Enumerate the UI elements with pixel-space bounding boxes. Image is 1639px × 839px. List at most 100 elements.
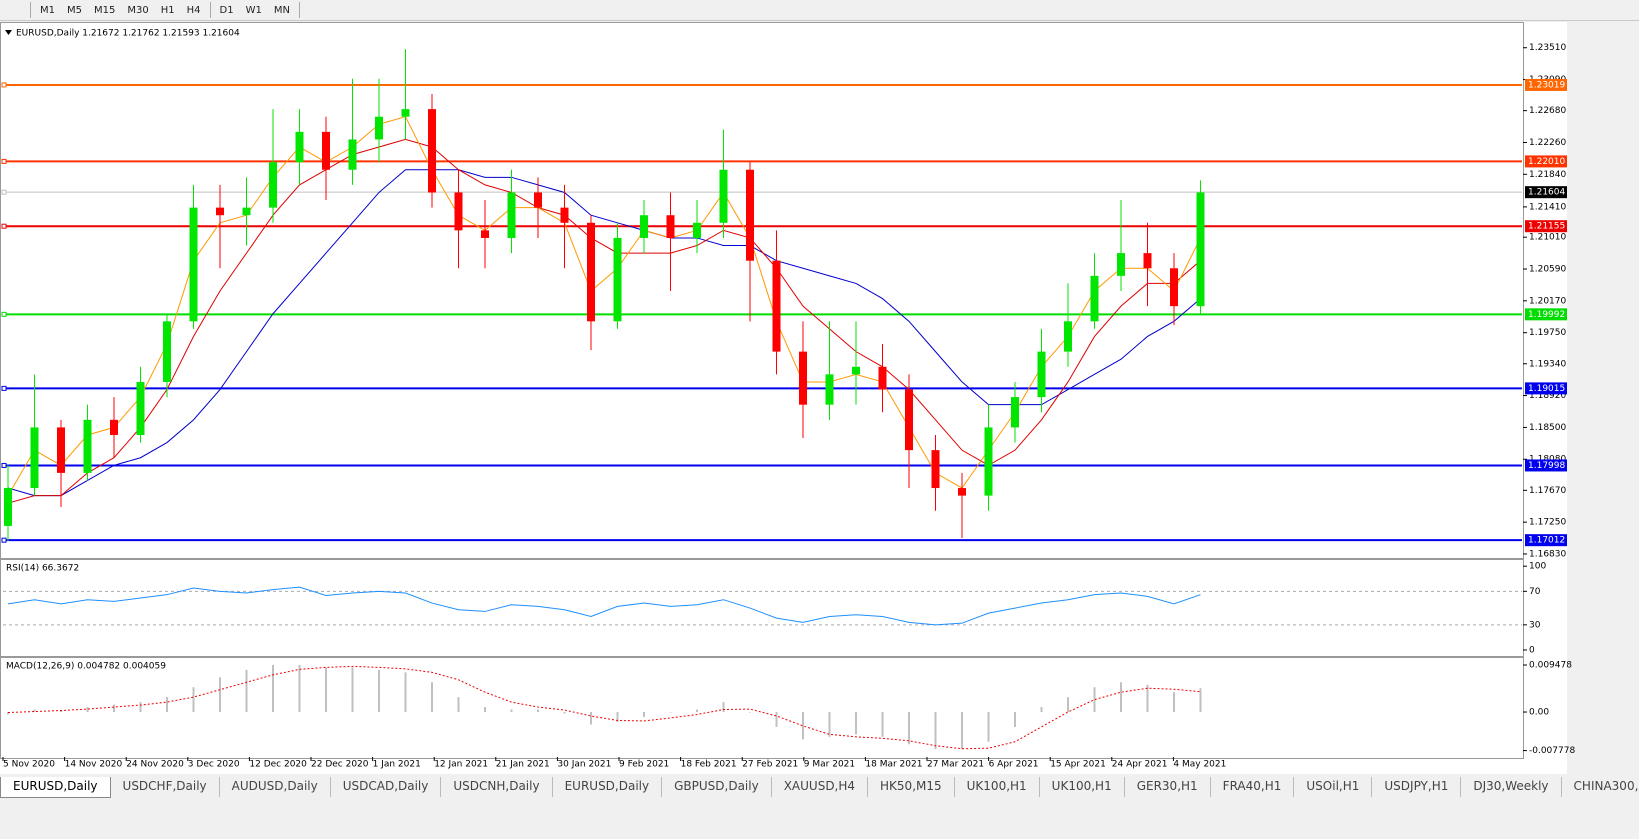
chart-tab[interactable]: FRA40,H1 (1211, 777, 1295, 797)
candle-body (216, 207, 224, 216)
timeframe-button[interactable]: M1 (40, 4, 55, 16)
x-tick-label: 24 Apr 2021 (1112, 760, 1168, 770)
macd-histogram-bar (908, 712, 910, 745)
toolbar: M1 M5 M15 M30 H1 H4 D1 W1 MN (0, 0, 1639, 21)
candle-body (454, 192, 463, 231)
macd-histogram-bar (1040, 707, 1043, 713)
timeframe-button[interactable]: M5 (67, 4, 82, 16)
x-tick-label: 1 Jan 2021 (373, 760, 421, 770)
level-label: 1.22010 (1528, 157, 1565, 167)
macd-histogram-bar (643, 712, 645, 717)
candle-body (163, 321, 171, 382)
y-tick-label: 1.22680 (1529, 106, 1566, 116)
chart-tab[interactable]: USDCNH,Daily (441, 777, 553, 797)
macd-histogram-bar (139, 702, 142, 713)
candle-body (375, 116, 383, 140)
chart-tab[interactable]: GER30,H1 (1125, 777, 1211, 797)
chart-tab[interactable]: USDJPY,H1 (1372, 777, 1462, 797)
candle-body (719, 169, 728, 223)
candle-body (825, 374, 834, 405)
chart-tab[interactable]: USOil,H1 (1294, 777, 1373, 797)
candle-body (772, 260, 781, 352)
level-label: 1.19992 (1528, 310, 1565, 320)
timeframe-button[interactable]: M15 (94, 4, 116, 16)
timeframe-button[interactable]: W1 (245, 4, 262, 16)
macd-histogram-bar (404, 672, 407, 713)
level-label-box (1525, 308, 1567, 321)
chart: 1.235101.230901.226801.222601.218401.214… (0, 22, 1575, 774)
separator (298, 2, 300, 18)
y-tick-label: 100 (1529, 562, 1546, 572)
macd-histogram-bar (1014, 712, 1016, 727)
candle-body (295, 131, 304, 163)
x-tick-label: 15 Apr 2021 (1050, 760, 1106, 770)
separator (209, 2, 211, 18)
candle-body (984, 427, 993, 496)
timeframe-button[interactable]: H1 (160, 4, 175, 16)
level-label-box (1525, 186, 1567, 199)
macd-histogram-bar (166, 697, 168, 713)
macd-histogram-bar (537, 709, 539, 713)
macd-histogram-bar (828, 712, 831, 737)
y-tick-label: 1.21010 (1529, 233, 1566, 243)
x-tick-label: 14 Nov 2020 (65, 760, 123, 770)
y-tick-label: 30 (1529, 620, 1541, 630)
timeframe-button[interactable]: D1 (219, 4, 234, 16)
level-handle (1, 189, 7, 195)
candle-body (401, 109, 410, 117)
candle-body (613, 237, 622, 322)
chart-tab[interactable]: USDCHF,Daily (111, 777, 220, 797)
x-tick-label: 3 Dec 2020 (188, 760, 240, 770)
x-tick-label: 9 Feb 2021 (619, 760, 669, 770)
timeframe-button[interactable]: M30 (127, 4, 149, 16)
macd-histogram-bar (7, 712, 9, 715)
panel-frame (0, 559, 1524, 657)
candle-body (799, 351, 807, 405)
macd-histogram-bar (987, 712, 990, 742)
chart-tab[interactable]: UK100,H1 (1040, 777, 1125, 797)
chart-tab[interactable]: GBPUSD,Daily (662, 777, 772, 797)
macd-histogram-bar (245, 669, 248, 713)
chart-tab[interactable]: HK50,M15 (868, 777, 955, 797)
moving-average-line (7, 138, 1201, 504)
candle-body (189, 207, 198, 322)
chart-tab[interactable]: USDCAD,Daily (331, 777, 442, 797)
y-tick-label: 1.16830 (1529, 549, 1566, 559)
panel-title: RSI(14) 66.3672 (6, 564, 79, 574)
x-tick-label: 24 Nov 2020 (126, 760, 184, 770)
x-tick-label: 27 Mar 2021 (927, 760, 984, 770)
chart-tab[interactable]: XAUUSD,H4 (772, 777, 869, 797)
macd-histogram-bar (1199, 688, 1202, 713)
y-tick-label: -0.007778 (1529, 746, 1575, 756)
level-label-box (1525, 78, 1567, 91)
chart-tab[interactable]: EURUSD,Daily (0, 777, 111, 798)
level-label-box (1525, 220, 1567, 233)
collapse-icon (5, 30, 12, 35)
chart-tab[interactable]: AUDUSD,Daily (220, 777, 331, 797)
y-tick-label: 0.009478 (1529, 661, 1572, 671)
moving-average-line (7, 169, 1201, 497)
chart-tab[interactable]: EURUSD,Daily (553, 777, 663, 797)
macd-histogram-bar (855, 712, 857, 735)
x-tick-label: 27 Feb 2021 (742, 760, 798, 770)
candle-body (958, 488, 966, 496)
candle-body (1064, 321, 1072, 352)
candle-body (269, 162, 277, 208)
level-handle (1, 82, 7, 88)
macd-histogram-bar (86, 707, 89, 713)
timeframe-button[interactable]: H4 (186, 4, 201, 16)
level-label-box (1525, 155, 1567, 168)
chart-tab[interactable]: DJ30,Weekly (1461, 777, 1562, 797)
timeframe-button[interactable]: MN (273, 4, 290, 16)
chart-tab[interactable]: CHINA300,H1 (1562, 777, 1639, 797)
candle-body (1011, 397, 1019, 428)
y-tick-label: 1.23510 (1529, 43, 1566, 53)
candle-body (905, 389, 913, 451)
candle-body (1117, 253, 1125, 276)
candle-body (1037, 351, 1046, 398)
chart-tab[interactable]: UK100,H1 (955, 777, 1040, 797)
y-tick-label: 1.18500 (1529, 423, 1566, 433)
y-tick-label: 1.17250 (1529, 518, 1566, 528)
macd-histogram-bar (457, 697, 460, 713)
macd-histogram-bar (881, 712, 884, 737)
